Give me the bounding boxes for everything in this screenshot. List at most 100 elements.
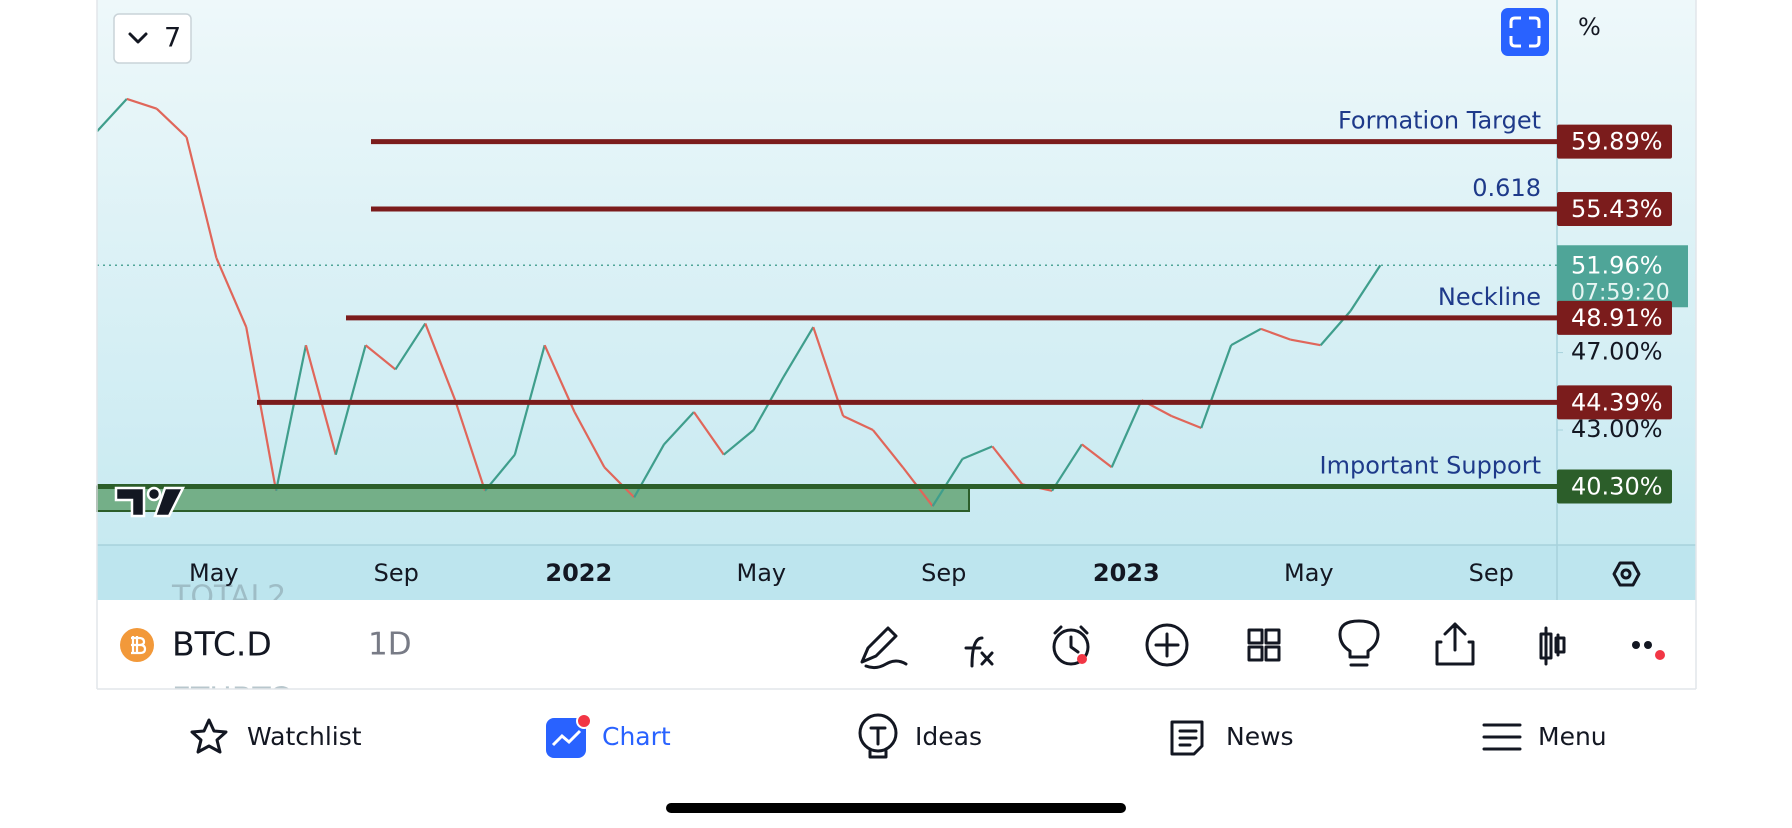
- ideas-tool[interactable]: [1338, 619, 1380, 667]
- logo-part: [153, 486, 186, 518]
- price-segment: [1110, 399, 1143, 468]
- price-segment: [245, 326, 278, 492]
- hidden-symbol: ETHBTC: [172, 682, 290, 717]
- plot-area: May Sep 2022 May Sep 2023 May Sep 47.00% 43.00% Fo…: [96, 97, 1688, 587]
- price-segment: [1260, 327, 1292, 341]
- x-tick-label: Sep: [374, 559, 419, 587]
- btc-glyph: [131, 636, 147, 655]
- support-zone: [96, 485, 970, 512]
- axis-settings[interactable]: [1612, 561, 1641, 587]
- price-segment: [394, 322, 427, 371]
- symbol[interactable]: BTC.D: [172, 625, 272, 664]
- level-value-label: 40.30%: [1571, 472, 1663, 500]
- logo-part: [114, 486, 146, 518]
- interval-dropdown[interactable]: 7: [113, 13, 192, 64]
- dropdown-value[interactable]: 7: [164, 23, 181, 54]
- price-segment: [364, 344, 397, 371]
- level-label: 0.618: [1472, 174, 1541, 202]
- watchlist-icon[interactable]: [190, 718, 228, 754]
- x-tick-label: Sep: [1469, 559, 1514, 587]
- level-value-box: [1557, 469, 1672, 504]
- price-segment: [1230, 327, 1262, 347]
- toolbar-icons: [860, 619, 1665, 670]
- price-segment: [603, 466, 635, 499]
- chart-type-tool[interactable]: [1539, 626, 1566, 666]
- menu-icon[interactable]: [1482, 723, 1522, 751]
- nav-item[interactable]: News: [1226, 722, 1294, 751]
- symbol-toolbar: [97, 600, 1696, 689]
- price-segment: [1290, 338, 1321, 347]
- tv-logo: [114, 486, 186, 518]
- chart-glyph: [551, 729, 582, 747]
- share-tool[interactable]: [1435, 622, 1475, 666]
- level-label: Important Support: [1320, 451, 1541, 479]
- price-segment: [842, 414, 874, 432]
- price-segment: [1171, 414, 1202, 430]
- home-indicator: [666, 803, 1126, 813]
- price-segment: [126, 97, 158, 110]
- more-alert-dot: [1655, 650, 1665, 660]
- price-segment: [723, 429, 755, 456]
- indicators-tool[interactable]: [964, 636, 994, 668]
- price-segment: [1081, 443, 1113, 469]
- price-segment: [454, 399, 487, 492]
- price-segment: [155, 107, 188, 138]
- price-segment: [663, 411, 695, 446]
- price-segment: [1051, 443, 1083, 492]
- more-dot[interactable]: [1644, 641, 1652, 649]
- price-segment: [96, 98, 128, 133]
- price-segment: [573, 411, 606, 468]
- price-segment: [931, 458, 964, 507]
- level-value-box: [1557, 124, 1672, 159]
- axis-settings-dot: [1620, 568, 1632, 580]
- y-tick-label: 47.00%: [1571, 338, 1663, 366]
- x-tick-label: May: [736, 559, 786, 587]
- draw-tool[interactable]: [860, 626, 908, 670]
- scale-mode[interactable]: %: [1578, 13, 1601, 41]
- level-value-label: 59.89%: [1571, 128, 1663, 156]
- interval[interactable]: 1D: [368, 627, 412, 663]
- alert-tool[interactable]: [1052, 628, 1090, 666]
- news-icon[interactable]: [1170, 720, 1204, 756]
- last-price-label: 51.96%: [1571, 251, 1663, 279]
- fullscreen-bg[interactable]: [1501, 8, 1549, 56]
- price-segment: [872, 429, 904, 468]
- x-tick-label: May: [1284, 559, 1334, 587]
- ideas-nav-icon[interactable]: [858, 713, 898, 753]
- level-label: Formation Target: [1338, 107, 1541, 135]
- add-tool[interactable]: [1145, 623, 1189, 667]
- last-price-box: [1557, 245, 1688, 308]
- fullscreen-button[interactable]: [1501, 8, 1549, 56]
- price-segment: [991, 445, 1024, 486]
- price-segment: [424, 323, 457, 401]
- alert-dot: [1077, 654, 1087, 664]
- level-value-box: [1557, 300, 1672, 335]
- price-segment: [1200, 344, 1233, 429]
- fullscreen-icon: [1509, 16, 1541, 48]
- y-tick-label: 43.00%: [1571, 415, 1663, 443]
- nav-item[interactable]: Watchlist: [247, 722, 362, 751]
- level-value-box: [1557, 191, 1672, 226]
- price-segment: [185, 136, 218, 259]
- layout-tool[interactable]: [1247, 628, 1281, 662]
- nav-item[interactable]: Ideas: [915, 722, 982, 751]
- more-dot[interactable]: [1632, 641, 1640, 649]
- nav-item-active[interactable]: Chart: [602, 722, 671, 751]
- bottom-nav: Watchlist Chart Ideas News Menu: [190, 713, 1607, 759]
- x-tick-label: 2023: [1093, 559, 1160, 587]
- dropdown-box[interactable]: [113, 13, 192, 64]
- x-tick-label: May: [189, 559, 239, 587]
- ideas-glyph: [868, 726, 888, 759]
- chart-badge: [576, 713, 592, 729]
- nav-item[interactable]: Menu: [1538, 722, 1607, 751]
- price-segment: [274, 344, 307, 492]
- chevron: [128, 32, 148, 44]
- level-value-label: 55.43%: [1571, 195, 1663, 223]
- price-segment: [1349, 264, 1382, 312]
- hidden-symbol: TOTAL2: [171, 580, 286, 615]
- price-segment: [962, 445, 993, 460]
- x-tick-label: 2022: [545, 559, 612, 587]
- level-value-label: 48.91%: [1571, 304, 1663, 332]
